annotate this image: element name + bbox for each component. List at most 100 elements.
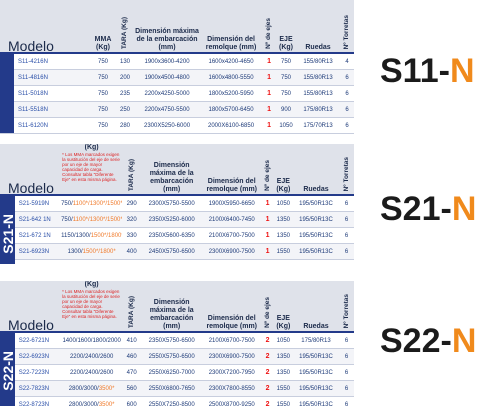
- spec-table-s22: Modelo (Kg) * Los MMA marcados exigen la…: [0, 281, 354, 406]
- ruedas-cell: 195/50R13C: [292, 196, 340, 212]
- ejes-header: Nº de ejes: [262, 0, 277, 52]
- ruedas-header: Ruedas: [296, 0, 341, 52]
- eje-cell: 1050: [273, 333, 293, 349]
- torretas-header: Nº Torretas: [339, 281, 354, 331]
- table-row: S21-642 1N 750/1100*/1300*/1500* 320 2350X5…: [0, 211, 354, 228]
- dim-rem-cell: 2000X6100-6850: [200, 117, 263, 134]
- ejes-cell: 2: [261, 333, 274, 349]
- mma-cell: 2200/2400/2600: [61, 364, 123, 381]
- model-cell: S21-672 1N: [14, 227, 62, 244]
- ejes-cell: 1: [261, 211, 274, 228]
- model-cell: S22-6721N: [14, 333, 62, 349]
- ruedas-cell: 195/50R13C: [292, 396, 340, 406]
- eje-header: EJE (Kg): [273, 144, 293, 194]
- dim-rem-cell: 2500X8700-9250: [202, 396, 262, 406]
- eje-cell: 1350: [273, 364, 293, 381]
- dim-rem-cell: 2100X6700-7500: [202, 227, 262, 244]
- dim-rem-cell: 2300X6900-7500: [202, 243, 262, 260]
- eje-cell: 750: [276, 69, 297, 86]
- torretas-cell: 6: [340, 117, 354, 134]
- mma-cell: 750: [90, 54, 117, 70]
- spec-table-s21: Modelo (Kg) * Los MMA marcados exigen la…: [0, 144, 354, 264]
- tara-cell: 235: [116, 85, 135, 102]
- dim-emb-cell: 2550X5750-6500: [141, 348, 203, 365]
- table-row: S11-4816N 750 200 1900x4500-4800 1600x4800-5…: [0, 69, 354, 86]
- mma-cell: 1150/1300/1500*/1800*: [61, 227, 123, 244]
- table-row: S22-7223N 2200/2400/2600 470 2550X6250-7000…: [0, 364, 354, 381]
- model-cell: S21-642 1N: [14, 211, 62, 228]
- eje-cell: 750: [276, 85, 297, 102]
- ruedas-header: Ruedas: [292, 281, 340, 331]
- dim-emb-cell: 2350X5600-6350: [141, 227, 203, 244]
- torretas-cell: 6: [339, 243, 354, 260]
- mma-cell: 750/1100*/1300*/1500*: [61, 211, 123, 228]
- dim-rem-cell: 1800x5200-5950: [200, 85, 263, 102]
- mma-note-header: (Kg) * Los MMA marcados exigen la sustit…: [61, 144, 123, 194]
- torretas-cell: 6: [339, 380, 354, 397]
- ejes-cell: 1: [261, 259, 274, 264]
- series-side-label: S22-N: [0, 333, 15, 406]
- torretas-cell: 6: [340, 85, 354, 102]
- torretas-cell: 6: [339, 259, 354, 264]
- torretas-cell: 6: [340, 101, 354, 118]
- tara-header: TARA (Kg): [122, 144, 142, 194]
- dim-rem-cell: 2300X6900-7500: [202, 348, 262, 365]
- tara-cell: 410: [122, 333, 142, 349]
- eje-cell: 1550: [273, 259, 293, 264]
- ejes-cell: 1: [262, 117, 277, 134]
- ejes-cell: 1: [262, 54, 277, 70]
- dim-emb-cell: 2200x4750-5500: [134, 101, 201, 118]
- eje-cell: 1350: [273, 348, 293, 365]
- dim-rem-header: Dimensión del remolque (mm): [202, 281, 262, 331]
- tara-cell: 250: [116, 101, 135, 118]
- torretas-cell: 6: [339, 396, 354, 406]
- tara-cell: 400: [122, 243, 142, 260]
- ejes-header: Nº de ejes: [261, 144, 274, 194]
- ejes-cell: 1: [262, 101, 277, 118]
- tara-cell: 410: [122, 259, 142, 264]
- model-cell: S22-8723N: [14, 396, 62, 406]
- ruedas-cell: 155/80R13: [296, 54, 341, 70]
- dim-emb-cell: 1900x3600-4200: [134, 54, 201, 70]
- dim-emb-cell: 2350X5750-6500: [141, 333, 203, 349]
- ejes-cell: 1: [261, 196, 274, 212]
- ejes-cell: 1: [261, 243, 274, 260]
- tara-cell: 130: [116, 54, 135, 70]
- dim-rem-cell: 2300X7800-8550: [202, 380, 262, 397]
- model-cell: S22-6923N: [14, 348, 62, 365]
- ruedas-cell: 155/80R13: [296, 69, 341, 86]
- torretas-header: Nº Torretas: [339, 144, 354, 194]
- ejes-cell: 1: [262, 69, 277, 86]
- mma-cell: 750/1100*/1300*/1500*: [61, 196, 123, 212]
- model-cell: S11-5018N: [14, 85, 91, 102]
- torretas-cell: 6: [339, 211, 354, 228]
- dim-rem-cell: 1900X5950-6650: [202, 196, 262, 212]
- table-row: S11-5518N 750 250 2200x4750-5500 1800x5700-6…: [0, 101, 354, 118]
- table-row: S11-6120N 750 280 2300X5250-6000 2000X6100-6…: [0, 117, 354, 134]
- ruedas-cell: 195/50R13C: [292, 243, 340, 260]
- ruedas-cell: 195/50R13C: [292, 348, 340, 365]
- ejes-header: Nº de ejes: [261, 281, 274, 331]
- mma-cell: 1300/1500*/1800*: [61, 259, 123, 264]
- eje-cell: 1550: [273, 243, 293, 260]
- series-side-text: S22-N: [0, 351, 15, 391]
- model-header: Modelo: [0, 281, 62, 332]
- dim-emb-header: Dimensión máxima de la embarcación (mm): [141, 144, 203, 194]
- torretas-cell: 6: [339, 348, 354, 365]
- torretas-cell: 6: [339, 196, 354, 212]
- series-label-s22: S22-N: [380, 322, 477, 360]
- eje-cell: 1550: [273, 396, 293, 406]
- dim-rem-cell: 2300X7200-7950: [202, 259, 262, 264]
- dim-emb-cell: 2550X7250-8500: [141, 396, 203, 406]
- ruedas-cell: 195/50R13C: [292, 380, 340, 397]
- table-row: S21-6923N 1300/1500*/1800* 400 2450X5750-65…: [0, 243, 354, 260]
- eje-cell: 1550: [273, 380, 293, 397]
- ruedas-cell: 155/80R13: [296, 85, 341, 102]
- ejes-cell: 2: [261, 396, 274, 406]
- model-header: Modelo: [0, 144, 62, 195]
- torretas-cell: 6: [339, 364, 354, 381]
- mma-cell: 750: [90, 85, 117, 102]
- dim-rem-cell: 2300X7200-7950: [202, 364, 262, 381]
- dim-rem-header: Dimensión del remolque (mm): [200, 0, 263, 52]
- model-cell: S11-4816N: [14, 69, 91, 86]
